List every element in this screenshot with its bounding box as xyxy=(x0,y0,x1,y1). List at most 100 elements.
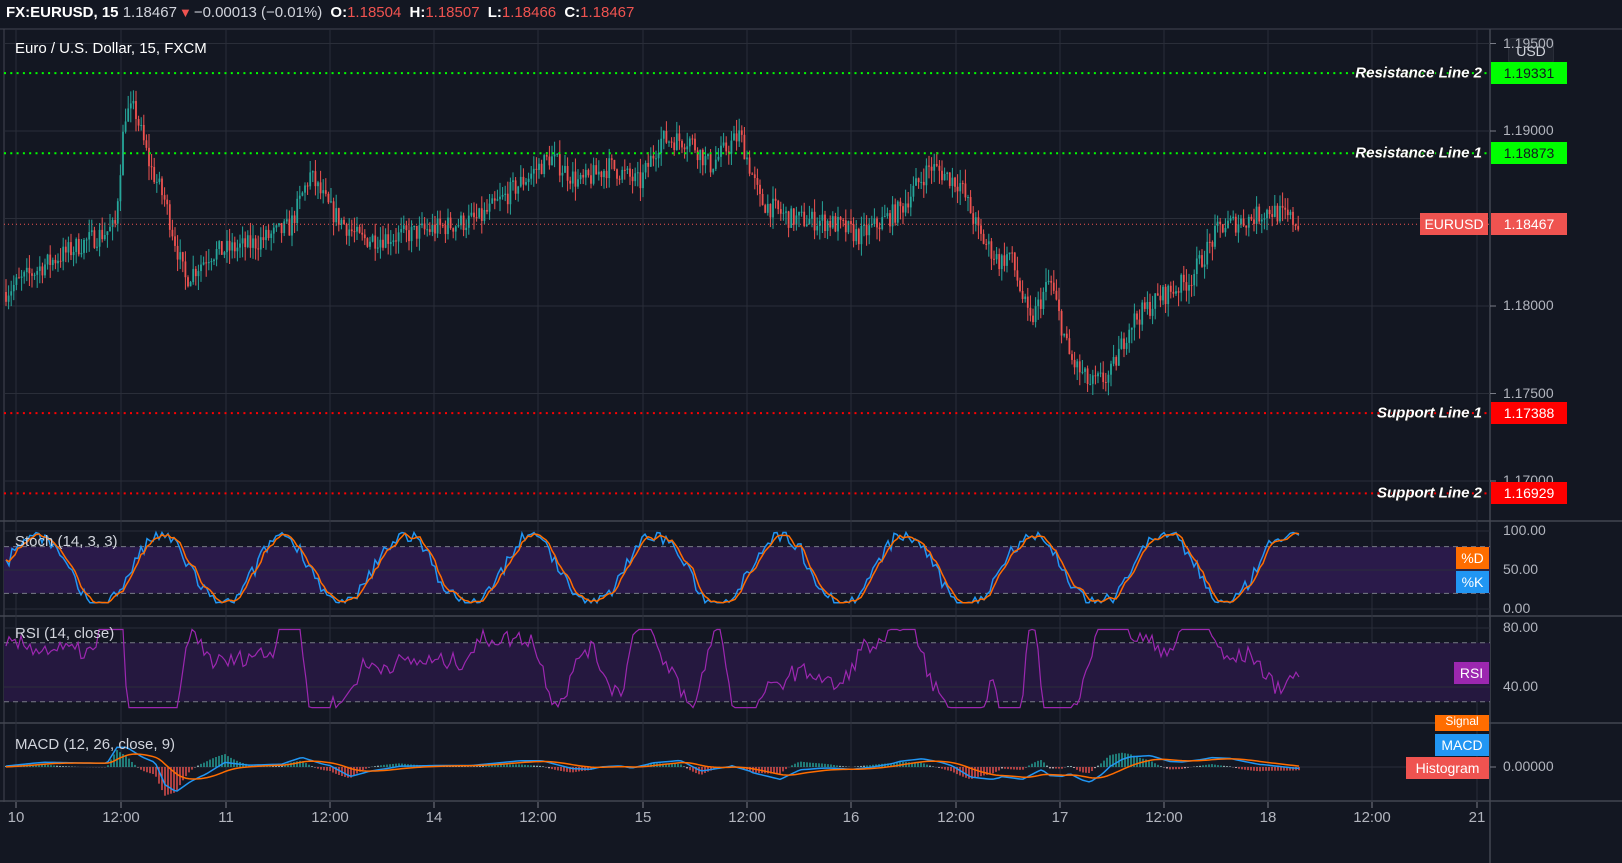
candle-body xyxy=(1263,218,1266,220)
candle-body xyxy=(1250,216,1253,220)
candle-body xyxy=(717,156,720,160)
candle-body xyxy=(1050,280,1053,283)
level-price-badge[interactable]: 1.16929 xyxy=(1491,482,1567,505)
close-label: C: xyxy=(564,4,581,21)
candle-body xyxy=(483,209,486,221)
candle-body xyxy=(1164,286,1167,305)
candle-body xyxy=(873,218,876,225)
candle-body xyxy=(246,235,249,248)
candle-body xyxy=(818,220,821,227)
price-axis-label: 1.18000 xyxy=(1503,297,1554,313)
candle-body xyxy=(1193,274,1196,286)
candle-body xyxy=(681,140,683,148)
candle-body xyxy=(145,140,148,148)
candle-body xyxy=(319,182,322,194)
candle-body xyxy=(119,175,122,202)
candle-body xyxy=(649,155,652,167)
candle-body xyxy=(657,153,660,159)
candle-body xyxy=(753,174,756,179)
last-price: 1.18467 xyxy=(122,4,177,21)
candle-body xyxy=(1104,382,1107,384)
candle-body xyxy=(665,130,668,143)
level-price-badge[interactable]: 1.19331 xyxy=(1491,62,1567,85)
candle-body xyxy=(522,176,525,185)
candle-body xyxy=(254,238,257,249)
candle-body xyxy=(1253,219,1255,224)
candle-body xyxy=(62,246,65,262)
candle-body xyxy=(1117,348,1120,366)
close-value: 1.18467 xyxy=(580,4,635,21)
candle-body xyxy=(410,226,413,242)
candle-body xyxy=(1120,338,1123,349)
candle-body xyxy=(1206,241,1209,265)
candle-body xyxy=(759,184,761,194)
candle-body xyxy=(688,138,691,147)
time-axis-label: 10 xyxy=(7,809,25,826)
candle-body xyxy=(465,227,468,231)
candle-body xyxy=(566,166,569,181)
candle-body xyxy=(1195,258,1198,275)
candle-body xyxy=(917,178,920,183)
candle-body xyxy=(852,224,855,242)
candle-body xyxy=(1094,375,1097,377)
candle-body xyxy=(1052,282,1055,291)
candle-body xyxy=(751,173,754,175)
candle-body xyxy=(894,204,897,223)
candle-body xyxy=(865,224,868,236)
candle-body xyxy=(517,186,520,194)
candle-body xyxy=(787,211,790,228)
candle-body xyxy=(491,198,494,204)
symbol-name[interactable]: FX:EURUSD, 15 xyxy=(6,4,119,21)
candle-body xyxy=(608,158,611,179)
candle-body xyxy=(587,169,590,176)
candle-body xyxy=(774,198,777,201)
candle-body xyxy=(369,241,371,247)
candle-body xyxy=(1177,291,1180,293)
candle-body xyxy=(631,176,634,182)
candle-body xyxy=(618,178,621,180)
candle-body xyxy=(1073,359,1076,368)
stoch-axis-label: 50.00 xyxy=(1503,561,1539,577)
time-axis-label: 12:00 xyxy=(1145,809,1183,826)
candle-body xyxy=(1058,299,1060,312)
candle-body xyxy=(343,219,345,225)
candle-body xyxy=(829,220,832,228)
candle-body xyxy=(93,230,96,248)
rsi-axis-label: 40.00 xyxy=(1503,678,1539,694)
candle-body xyxy=(12,284,15,292)
candle-body xyxy=(597,171,600,175)
candle-body xyxy=(1149,301,1151,316)
level-price-badge[interactable]: 1.18873 xyxy=(1491,142,1567,165)
candle-body xyxy=(808,218,811,225)
candle-body xyxy=(1260,219,1263,222)
candle-body xyxy=(712,168,715,173)
candle-body xyxy=(327,193,330,203)
time-axis-label: 12:00 xyxy=(937,809,975,826)
candle-body xyxy=(561,172,564,176)
candle-body xyxy=(441,225,444,227)
candle-body xyxy=(161,178,163,196)
candle-body xyxy=(361,232,364,235)
candle-body xyxy=(603,170,605,178)
candle-body xyxy=(75,238,78,252)
candle-body xyxy=(709,154,712,173)
candle-body xyxy=(5,292,7,302)
candle-body xyxy=(111,220,114,227)
level-price-badge[interactable]: 1.17388 xyxy=(1491,402,1567,425)
candle-body xyxy=(1112,357,1115,364)
candle-body xyxy=(834,216,837,232)
candle-body xyxy=(192,268,195,283)
candle-body xyxy=(535,168,538,170)
candle-body xyxy=(1188,285,1190,291)
candle-body xyxy=(356,226,358,232)
candle-body xyxy=(488,203,491,212)
candle-body xyxy=(25,267,28,273)
candle-body xyxy=(499,196,501,200)
candle-body xyxy=(725,142,728,152)
candle-body xyxy=(478,208,481,218)
candle-body xyxy=(330,201,332,203)
candle-body xyxy=(1086,368,1089,385)
candle-body xyxy=(475,217,478,219)
candle-body xyxy=(400,229,403,233)
